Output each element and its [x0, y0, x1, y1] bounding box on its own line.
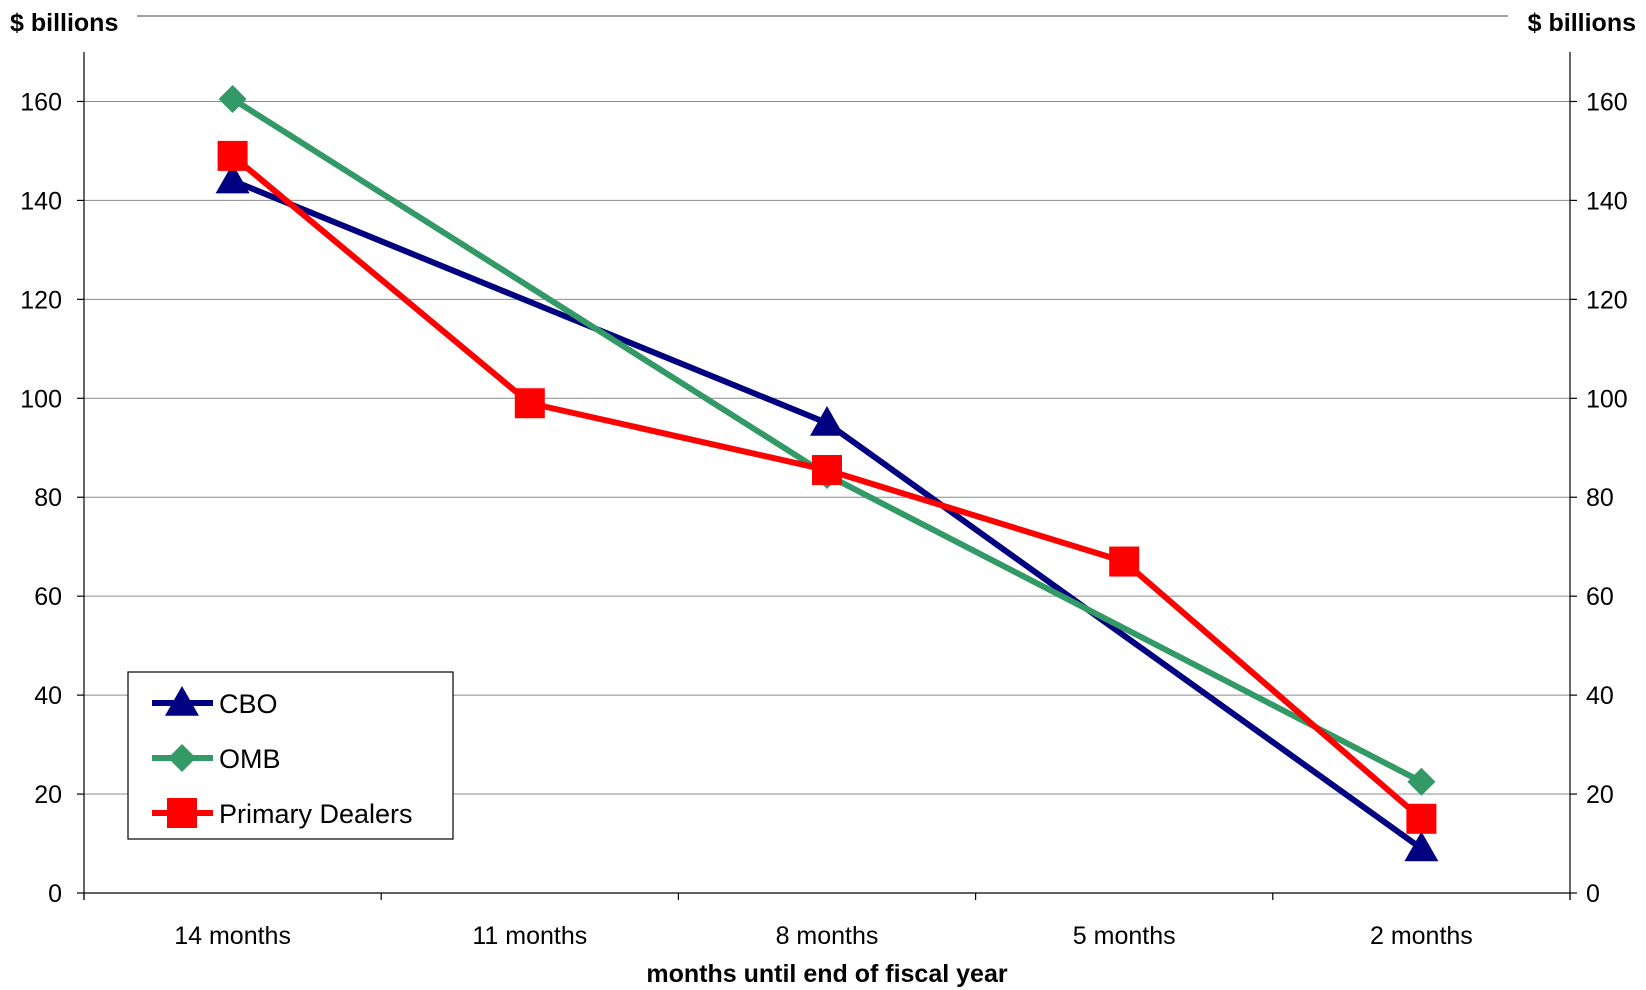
legend-item-cbo: CBO: [152, 686, 278, 719]
data-point-primary-dealers: [1109, 546, 1140, 577]
y-tick-label-left: 0: [48, 880, 62, 908]
data-point-primary-dealers: [514, 388, 545, 419]
y-axis-unit-left: $ billions: [10, 9, 118, 37]
legend-label: Primary Dealers: [219, 799, 413, 829]
y-tick-label-left: 100: [20, 385, 62, 413]
data-point-cbo: [810, 406, 844, 436]
y-tick-label-right: 140: [1586, 187, 1628, 215]
x-tick-label: 14 months: [174, 922, 291, 950]
y-tick-label-right: 20: [1586, 781, 1614, 809]
series-primary-dealers: [217, 140, 1437, 834]
y-tick-label-right: 120: [1586, 286, 1628, 314]
x-tick-label: 8 months: [776, 922, 879, 950]
y-tick-label-left: 40: [34, 682, 62, 710]
data-point-cbo: [1404, 831, 1439, 862]
x-axis-title: months until end of fiscal year: [646, 960, 1007, 988]
data-point-primary-dealers: [217, 140, 248, 171]
y-tick-label-right: 80: [1586, 484, 1614, 512]
legend-swatch-marker: [168, 744, 196, 772]
legend-item-primary-dealers: Primary Dealers: [152, 798, 413, 829]
axes: 0 0 20 20 40 40 60 60 80 80 100 100 120 120 140 140 160 1…: [20, 52, 1628, 950]
x-tick-label: 11 months: [472, 922, 587, 950]
y-tick-label-right: 100: [1586, 385, 1628, 413]
legend-label: CBO: [219, 689, 278, 719]
y-tick-label-right: 160: [1586, 88, 1628, 116]
x-tick-label: 5 months: [1073, 922, 1176, 950]
y-axis-unit-right: $ billions: [1528, 9, 1636, 37]
y-tick-label-left: 60: [34, 583, 62, 611]
y-tick-label-right: 60: [1586, 583, 1614, 611]
data-point-omb: [1407, 767, 1436, 796]
data-point-primary-dealers: [1406, 803, 1437, 834]
legend-swatch-marker: [167, 798, 197, 828]
y-tick-label-left: 80: [34, 484, 62, 512]
data-point-primary-dealers: [812, 455, 842, 486]
y-tick-label-right: 0: [1586, 880, 1600, 908]
legend-label: OMB: [219, 744, 281, 774]
data-point-cbo: [215, 163, 250, 194]
legend-swatch-marker: [165, 686, 199, 716]
y-tick-label-right: 40: [1586, 682, 1614, 710]
x-tick-label: 2 months: [1370, 922, 1473, 950]
legend-item-omb: OMB: [152, 744, 281, 774]
data-point-omb: [218, 84, 247, 113]
y-tick-label-left: 140: [20, 187, 62, 215]
series-layer: [215, 84, 1439, 862]
y-tick-label-left: 160: [20, 88, 62, 116]
y-tick-label-left: 20: [34, 781, 62, 809]
y-tick-label-left: 120: [20, 286, 62, 314]
series-cbo: [215, 163, 1439, 862]
legend: CBO OMB Primary Dealers: [127, 671, 454, 840]
